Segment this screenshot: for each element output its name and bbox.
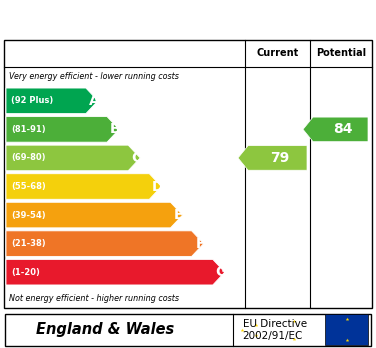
Text: (1-20): (1-20) — [11, 268, 40, 277]
Text: C: C — [132, 151, 142, 165]
Polygon shape — [6, 88, 98, 113]
Text: Not energy efficient - higher running costs: Not energy efficient - higher running co… — [9, 294, 179, 303]
Text: England & Wales: England & Wales — [36, 322, 174, 337]
Text: A: A — [89, 94, 100, 108]
Text: Very energy efficient - lower running costs: Very energy efficient - lower running co… — [9, 72, 179, 81]
Text: (21-38): (21-38) — [11, 239, 45, 248]
Text: B: B — [110, 122, 121, 136]
Text: Energy Efficiency Rating: Energy Efficiency Rating — [68, 9, 308, 27]
Text: 84: 84 — [333, 122, 352, 136]
Polygon shape — [303, 117, 368, 142]
Text: F: F — [195, 237, 205, 251]
Polygon shape — [238, 146, 307, 170]
Polygon shape — [6, 231, 204, 256]
Polygon shape — [6, 259, 225, 285]
Text: D: D — [152, 180, 164, 193]
Bar — [325, 314, 368, 345]
Text: G: G — [215, 265, 227, 279]
Polygon shape — [6, 174, 161, 199]
Text: (69-80): (69-80) — [11, 153, 45, 163]
Text: Current: Current — [256, 48, 299, 58]
Text: (55-68): (55-68) — [11, 182, 46, 191]
Text: (92 Plus): (92 Plus) — [11, 96, 53, 105]
Text: EU Directive: EU Directive — [243, 319, 307, 329]
Bar — [5, 314, 371, 346]
Text: 2002/91/EC: 2002/91/EC — [243, 331, 303, 341]
Polygon shape — [6, 117, 119, 142]
Text: Potential: Potential — [316, 48, 366, 58]
Text: 79: 79 — [270, 151, 289, 165]
Polygon shape — [6, 145, 140, 171]
Text: (81-91): (81-91) — [11, 125, 45, 134]
Text: (39-54): (39-54) — [11, 211, 45, 220]
Polygon shape — [6, 202, 182, 228]
Text: E: E — [174, 208, 183, 222]
